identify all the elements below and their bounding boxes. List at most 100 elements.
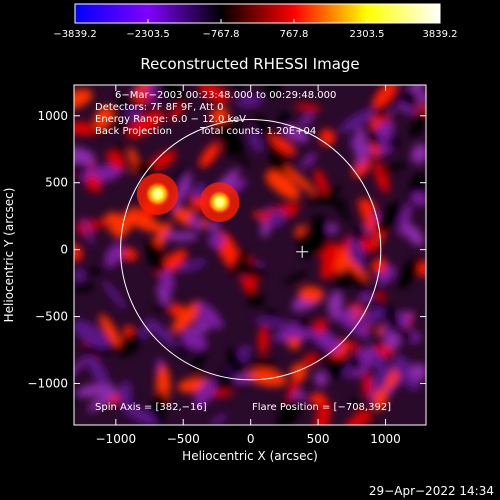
pattern-blob [74, 355, 90, 383]
pattern-blob [372, 352, 386, 371]
pattern-blob [379, 162, 409, 175]
image-pattern [74, 85, 426, 425]
pattern-blob [311, 328, 341, 352]
y-tick-label: 1000 [37, 109, 68, 123]
pattern-blob [336, 312, 371, 339]
pattern-blob [354, 126, 367, 168]
pattern-blob [358, 197, 378, 236]
pattern-blob [87, 388, 118, 412]
pattern-blob [294, 225, 306, 236]
colorbar: −3839.2 −2303.5 −767.8 767.8 2303.5 3839.2 [53, 3, 458, 40]
pattern-blob [74, 121, 96, 136]
pattern-blob [411, 192, 426, 206]
pattern-blob [194, 379, 216, 408]
pattern-blob [269, 145, 294, 182]
pattern-blob [171, 300, 203, 334]
pattern-blob [145, 240, 166, 274]
pattern-blob [168, 103, 185, 121]
pattern-blob [246, 368, 288, 387]
pattern-blob [85, 174, 100, 191]
pattern-blob [113, 114, 131, 135]
pattern-blob [197, 301, 223, 330]
pattern-blob [106, 150, 126, 170]
pattern-blob [207, 221, 220, 232]
pattern-blob [74, 269, 86, 282]
pattern-blob [236, 95, 264, 107]
pattern-blob [175, 167, 186, 189]
pattern-blob [298, 286, 324, 303]
pattern-blob [138, 321, 152, 341]
pattern-blob [92, 219, 110, 227]
info-line-date: 6−Mar−2003 00:23:48.000 to 00:29:48.000 [115, 90, 336, 101]
pattern-blob [268, 210, 286, 228]
pattern-blob [372, 388, 388, 411]
pattern-blob [130, 161, 157, 174]
pattern-blob [294, 103, 322, 112]
pattern-blob [231, 261, 267, 278]
colorbar-tick-label: −2303.5 [126, 29, 169, 40]
pattern-blob [198, 85, 230, 104]
pattern-blob [372, 85, 398, 109]
pattern-blob [416, 92, 426, 104]
pattern-blob [269, 134, 297, 156]
timestamp: 29−Apr−2022 14:34 [369, 484, 494, 498]
colorbar-bar [74, 3, 441, 24]
pattern-blob [208, 232, 224, 249]
pattern-blob [277, 112, 291, 126]
y-tick-label: 500 [45, 176, 68, 190]
colorbar-ticks: −3839.2 −2303.5 −767.8 767.8 2303.5 3839.2 [53, 19, 458, 40]
pattern-blob [300, 152, 317, 168]
colorbar-tick-label: 2303.5 [349, 29, 384, 40]
pattern-blob [163, 232, 198, 241]
pattern-blob [355, 307, 386, 329]
pattern-blob [363, 199, 377, 212]
pattern-blob [284, 125, 309, 143]
pattern-blob [398, 311, 410, 329]
pattern-blob [298, 114, 315, 126]
pattern-blob [93, 105, 114, 130]
pattern-blob [127, 110, 165, 139]
pattern-blob [82, 216, 94, 246]
pattern-blob [199, 142, 220, 168]
pattern-blob [233, 374, 253, 383]
pattern-blob [264, 85, 282, 100]
y-axis-label: Heliocentric Y (arcsec) [2, 188, 16, 323]
pattern-blob [276, 397, 304, 425]
colorbar-tick-label: 3839.2 [423, 29, 458, 40]
pattern-blob [130, 216, 164, 232]
pattern-blob [373, 160, 390, 194]
pattern-blob [339, 108, 376, 133]
pattern-blob [321, 242, 339, 274]
pattern-blob [358, 293, 374, 303]
x-tick-label: 0 [247, 432, 255, 446]
axis-ticks: −1000 −500 0 500 1000 −1000 −500 0 500 1000 [27, 85, 426, 446]
pattern-blob [258, 326, 269, 355]
pattern-blob [175, 259, 207, 273]
pattern-blob [290, 363, 308, 381]
y-tick-label: −500 [35, 310, 68, 324]
pattern-blob [352, 226, 365, 242]
pattern-blob [74, 146, 96, 165]
x-tick-label: −1000 [96, 432, 137, 446]
pattern-blob [99, 314, 122, 348]
spin-axis-marker [296, 245, 309, 258]
pattern-blob [180, 330, 207, 350]
colorbar-tick-label: −767.8 [202, 29, 239, 40]
x-tick-label: 1000 [370, 432, 401, 446]
pattern-blob [248, 129, 262, 153]
pattern-blob [190, 185, 203, 199]
spin-axis-label: Spin Axis = [382,−16] [95, 402, 207, 413]
x-axis-label: Heliocentric X (arcsec) [182, 449, 318, 463]
plot-frame [73, 84, 427, 426]
flare-sources [136, 173, 240, 223]
pattern-blob [148, 150, 177, 172]
pattern-blob [310, 196, 350, 205]
pattern-blob [117, 332, 142, 357]
pattern-blob [146, 85, 159, 97]
pattern-blob [146, 318, 177, 347]
pattern-blob [310, 214, 329, 242]
pattern-blob [104, 243, 123, 268]
pattern-blob [247, 290, 264, 308]
flare-source [144, 181, 171, 208]
